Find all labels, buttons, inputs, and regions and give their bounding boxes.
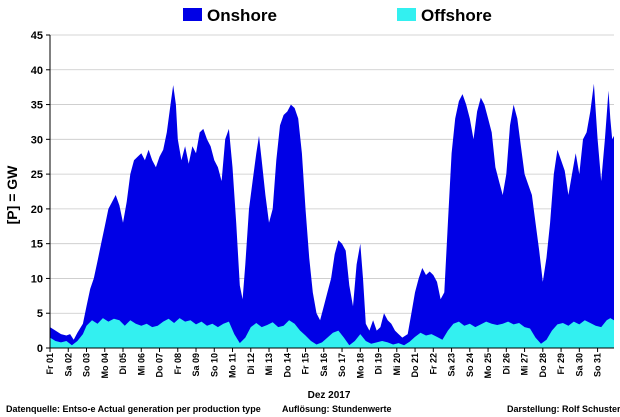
x-tick-label: Fr 22	[428, 353, 438, 375]
x-axis-label: Dez 2017	[308, 390, 351, 401]
x-tick-label: Sa 16	[319, 353, 329, 377]
x-tick-label: Di 26	[501, 353, 511, 375]
legend-swatch-offshore	[397, 8, 416, 21]
x-tick-label: Do 07	[155, 353, 165, 378]
legend-label-offshore: Offshore	[421, 6, 492, 25]
x-tick-label: Mi 27	[520, 353, 530, 376]
x-tick-label: Di 19	[374, 353, 384, 375]
x-tick-label: Mi 13	[264, 353, 274, 376]
y-axis-label: [P] = GW	[4, 165, 20, 225]
y-tick-label: 25	[31, 169, 43, 181]
y-tick-label: 20	[31, 204, 43, 216]
area-onshore	[50, 83, 614, 348]
x-tick-label: Mo 25	[483, 353, 493, 379]
legend-swatch-onshore	[183, 8, 202, 21]
x-tick-label: Mo 04	[100, 353, 110, 379]
x-tick-label: Mo 11	[228, 353, 238, 378]
footer-resolution: Auflösung: Stundenwerte	[282, 404, 392, 414]
x-tick-label: Sa 30	[574, 353, 584, 377]
x-tick-label: So 31	[593, 353, 603, 377]
legend-label-onshore: Onshore	[207, 6, 277, 25]
y-tick-label: 5	[37, 308, 43, 320]
x-tick-label: So 17	[337, 353, 347, 377]
x-tick-label: Do 14	[282, 353, 292, 378]
y-tick-label: 0	[37, 343, 43, 355]
x-tick-label: Di 05	[118, 353, 128, 375]
y-tick-labels: 0 5 10 15 20 25 30 35 40 45	[31, 30, 43, 355]
x-tick-label: So 10	[209, 353, 219, 377]
area-offshore	[50, 318, 614, 348]
x-tick-label: Mi 06	[136, 353, 146, 376]
x-tick-label: Mi 20	[392, 353, 402, 376]
x-tick-label: So 03	[82, 353, 92, 377]
y-tick-label: 35	[31, 100, 43, 112]
x-tick-labels: Fr 01 Sa 02 So 03 Mo 04 Di 05 Mi 06 Do 07 Fr 08…	[45, 353, 603, 379]
x-tick-label: Sa 02	[63, 353, 73, 377]
x-tick-label: Sa 09	[191, 353, 201, 377]
x-tick-label: Fr 08	[173, 353, 183, 375]
plot-areas	[50, 83, 614, 348]
legend: Onshore Offshore	[183, 6, 492, 25]
x-tick-label: Fr 29	[556, 353, 566, 375]
x-tick-label: Di 12	[246, 353, 256, 375]
footer-source: Datenquelle: Entso-e Actual generation p…	[6, 404, 261, 414]
x-tick-label: Do 21	[410, 353, 420, 378]
y-tick-label: 30	[31, 134, 43, 146]
footer-author: Darstellung: Rolf Schuster	[507, 404, 620, 414]
x-tick-label: Mo 18	[355, 353, 365, 379]
y-tick-label: 10	[31, 273, 43, 285]
y-tick-label: 15	[31, 239, 43, 251]
y-tick-label: 40	[31, 65, 43, 77]
x-tick-label: Do 28	[538, 353, 548, 378]
x-tick-label: Fr 01	[45, 353, 55, 375]
x-tick-label: So 24	[465, 353, 475, 377]
axes	[46, 34, 614, 352]
y-tick-label: 45	[31, 30, 43, 42]
x-tick-label: Fr 15	[301, 353, 311, 375]
x-tick-label: Sa 23	[447, 353, 457, 377]
